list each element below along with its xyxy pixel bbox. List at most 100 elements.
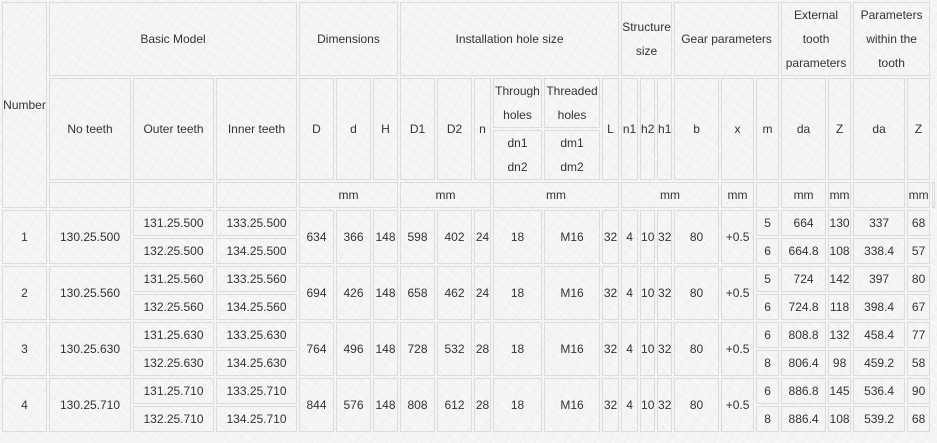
cell-outer-teeth: 131.25.710	[133, 378, 214, 404]
slewing-bearing-spec-table: Number Basic Model Dimensions Installati…	[2, 2, 935, 432]
cell-h1: 32	[657, 322, 673, 376]
cell-int-da: 337	[853, 210, 906, 236]
cell-inner-teeth: 134.25.710	[216, 406, 297, 432]
header-d: d	[336, 78, 371, 180]
cell-ext-da: 808.8	[781, 322, 827, 348]
header-int-da: da	[853, 78, 906, 180]
unit-empty-1	[49, 182, 131, 208]
cell-D2: 402	[437, 210, 472, 264]
cell-int-da: 338.4	[853, 238, 906, 264]
unit-dimensions: mm	[299, 182, 398, 208]
external-tooth-line-1: External	[794, 8, 839, 22]
header-n1: n1	[621, 78, 639, 180]
cell-x: +0.5	[721, 378, 755, 432]
table-row: 132.25.710 134.25.710 8 886.4 108 539.2 …	[2, 406, 935, 432]
cell-D: 634	[299, 210, 334, 264]
header-D2: D2	[437, 78, 472, 180]
header-outer-teeth: Outer teeth	[133, 78, 214, 180]
cell-outer-teeth: 132.25.500	[133, 238, 214, 264]
header-row-hole-sub: dn1 dn2 dm1 dm2	[2, 130, 935, 180]
cell-D1: 808	[400, 378, 435, 432]
cell-number: 1	[2, 210, 47, 264]
header-through-holes: Through holes	[493, 78, 542, 128]
cell-ext-Z: 118	[828, 294, 852, 320]
unit-installation-1: mm	[400, 182, 491, 208]
cell-H: 148	[373, 378, 398, 432]
header-external-tooth-parameters: External tooth parameters	[781, 2, 852, 76]
header-D: D	[299, 78, 334, 180]
cell-int-da: 459.2	[853, 350, 906, 376]
header-threaded-sub: dm1 dm2	[544, 130, 600, 180]
cell-ext-da: 886.8	[781, 378, 827, 404]
unit-int-Z-empty	[932, 182, 935, 208]
cell-n1: 4	[621, 378, 639, 432]
cell-D2: 462	[437, 266, 472, 320]
unit-empty-2	[133, 182, 214, 208]
cell-int-da: 536.4	[853, 378, 906, 404]
cell-ext-Z: 98	[828, 350, 852, 376]
table-row: 132.25.500 134.25.500 6 664.8 108 338.4 …	[2, 238, 935, 264]
structure-size-line-1: Structure	[622, 20, 671, 34]
cell-n1: 4	[621, 322, 639, 376]
cell-m: 6	[756, 238, 780, 264]
cell-h2: 10	[640, 322, 656, 376]
cell-ext-Z: 142	[828, 266, 852, 292]
cell-no-teeth: 130.25.500	[49, 210, 131, 264]
cell-D: 844	[299, 378, 334, 432]
header-gear-parameters: Gear parameters	[674, 2, 780, 76]
cell-d: 496	[336, 322, 371, 376]
cell-m: 5	[756, 210, 780, 236]
header-threaded-holes: Threaded holes	[544, 78, 600, 128]
cell-number: 3	[2, 322, 47, 376]
cell-through: 18	[493, 322, 542, 376]
header-row-fields: No teeth Outer teeth Inner teeth D d H D…	[2, 78, 935, 180]
header-L: L	[602, 78, 620, 180]
cell-h1: 32	[657, 266, 673, 320]
cell-D: 764	[299, 322, 334, 376]
cell-outer-teeth: 131.25.630	[133, 322, 214, 348]
table-row: 3 130.25.630 131.25.630 133.25.630 764 4…	[2, 322, 935, 376]
cell-D1: 598	[400, 210, 435, 264]
through-sub-line-1: dn1	[507, 136, 528, 150]
header-dimensions: Dimensions	[299, 2, 398, 76]
cell-threaded: M16	[544, 266, 600, 320]
cell-d: 576	[336, 378, 371, 432]
cell-ext-Z: 132	[828, 322, 852, 348]
table-row: 4 130.25.710 131.25.710 133.25.710 844 5…	[2, 378, 935, 432]
structure-size-line-2: size	[635, 44, 658, 58]
cell-int-Z: 77	[907, 322, 931, 348]
unit-b: mm	[721, 182, 755, 208]
cell-h1: 32	[657, 210, 673, 264]
header-ext-Z: Z	[828, 78, 852, 180]
cell-b: 80	[674, 266, 720, 320]
cell-int-Z: 57	[907, 238, 931, 264]
through-sub-line-2: dn2	[507, 160, 528, 174]
cell-n1: 4	[621, 266, 639, 320]
cell-b: 80	[674, 378, 720, 432]
cell-n: 24	[474, 210, 491, 264]
threaded-sub-line-1: dm1	[560, 136, 584, 150]
cell-h2: 10	[640, 266, 656, 320]
cell-int-da: 539.2	[853, 406, 906, 432]
table-row: 2 130.25.560 131.25.560 133.25.560 694 4…	[2, 266, 935, 320]
cell-H: 148	[373, 210, 398, 264]
cell-int-Z: 67	[907, 294, 931, 320]
cell-D1: 658	[400, 266, 435, 320]
header-h1: h1	[657, 78, 673, 180]
header-n: n	[474, 78, 491, 180]
cell-through: 18	[493, 378, 542, 432]
cell-ext-Z: 145	[828, 378, 852, 404]
cell-H: 148	[373, 322, 398, 376]
cell-threaded: M16	[544, 322, 600, 376]
cell-L: 32	[602, 210, 620, 264]
cell-ext-Z: 108	[828, 406, 852, 432]
cell-outer-teeth: 132.25.630	[133, 350, 214, 376]
cell-inner-teeth: 134.25.500	[216, 238, 297, 264]
cell-no-teeth: 130.25.560	[49, 266, 131, 320]
cell-int-da: 397	[853, 266, 906, 292]
cell-inner-teeth: 133.25.630	[216, 322, 297, 348]
cell-d: 366	[336, 210, 371, 264]
cell-ext-da: 664	[781, 210, 827, 236]
unit-empty-3	[216, 182, 297, 208]
